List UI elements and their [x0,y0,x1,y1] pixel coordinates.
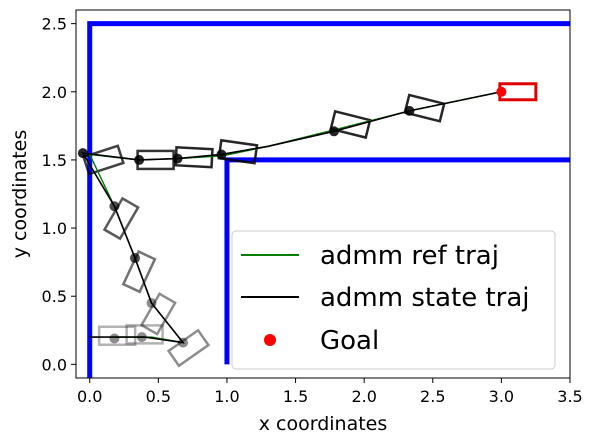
x-tick-label: 3.5 [557,387,582,406]
goal-layer [496,82,538,102]
y-tick-label: 0.0 [42,355,67,374]
y-ticks: 0.0 0.5 1.0 1.5 2.0 2.5 [42,15,76,374]
wall-0 [87,21,570,378]
plot-frame [75,9,571,379]
state-point [109,333,120,344]
x-tick-label: 1.5 [283,387,308,406]
legend-marker-goal [264,334,276,346]
legend-label-admm-ref-traj: admm ref traj [320,241,499,271]
vehicle-box [217,138,259,165]
state-point [146,298,157,309]
vehicle-box [102,196,140,241]
state-point [130,253,141,264]
x-tick-label: 2.5 [420,387,445,406]
legend-label-admm-state-traj: admm state traj [320,283,530,313]
goal-point [496,86,507,97]
y-axis-label: y coordinates [9,130,31,259]
x-ticks: 0.0 0.5 1.0 1.5 2.0 2.5 3.0 3.5 [77,378,583,406]
x-tick-label: 2.0 [351,387,376,406]
state-point [216,149,227,160]
vehicle-box [81,144,125,176]
y-tick-label: 0.5 [42,287,67,306]
legend: admm ref traj admm state traj Goal [231,230,556,370]
vehicle-box [166,328,211,368]
vehicle-box [403,93,446,123]
legend-label-goal: Goal [320,326,379,356]
state-point [328,126,339,137]
state-point [172,153,183,164]
y-tick-label: 2.5 [42,15,67,34]
state-point [136,332,147,343]
vehicle-box [121,249,157,294]
vehicle-box [329,109,372,140]
state-point [134,154,145,165]
x-tick-label: 0.0 [77,387,102,406]
y-tick-label: 1.5 [42,151,67,170]
legend-frame [231,230,556,370]
y-tick-label: 1.0 [42,219,67,238]
x-tick-label: 1.0 [214,387,239,406]
state-point [404,105,415,116]
state-point [77,148,88,159]
vehicle-box [125,324,164,345]
x-axis-label: x coordinates [259,413,388,435]
x-tick-label: 3.0 [489,387,514,406]
y-tick-label: 2.0 [42,83,67,102]
state-point [178,337,189,348]
vehicle-box [139,292,177,336]
state-point [109,201,120,212]
vehicle-boxes-layer [81,93,446,368]
vehicle-box [97,325,137,346]
x-tick-label: 0.5 [146,387,171,406]
state-points-layer [77,105,415,348]
